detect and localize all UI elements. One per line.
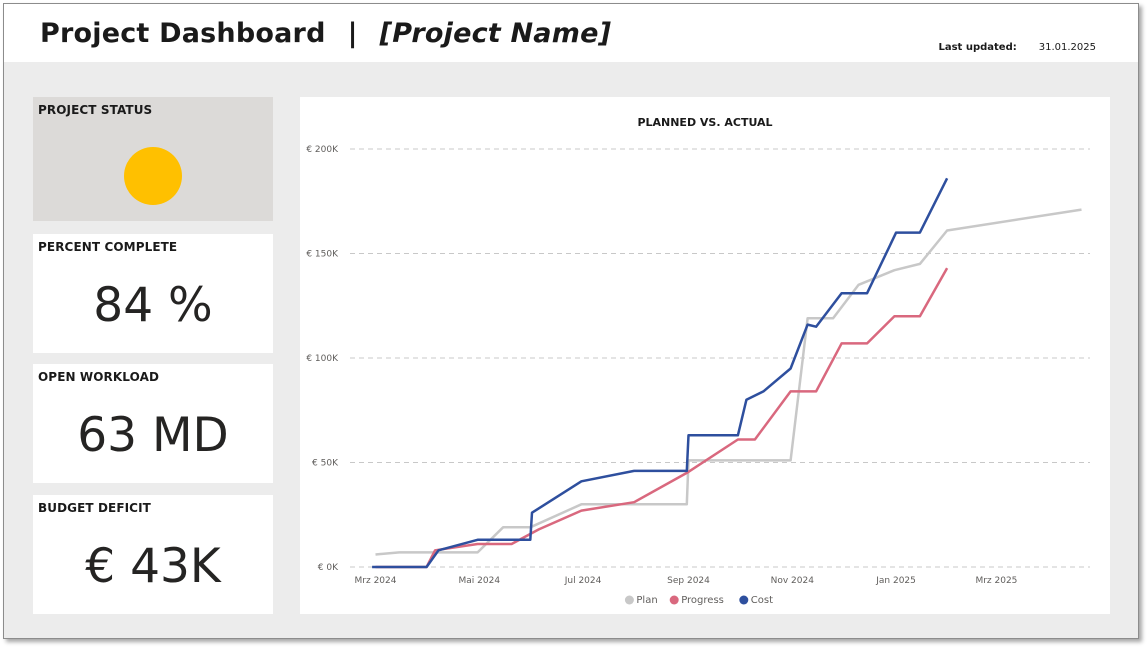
legend-marker-cost: [739, 595, 749, 605]
y-tick-label: € 100K: [306, 354, 339, 364]
header-bar: Project Dashboard | [Project Name] Last up…: [4, 4, 1138, 62]
y-tick-label: € 0K: [318, 563, 339, 573]
last-updated: Last updated: 31.01.2025: [938, 42, 1096, 53]
x-tick-label: Mrz 2025: [975, 576, 1017, 586]
percent-complete-title: PERCENT COMPLETE: [38, 240, 178, 254]
project-status-title: PROJECT STATUS: [38, 103, 153, 117]
budget-deficit-title: BUDGET DEFICIT: [38, 501, 151, 515]
x-tick-label: Sep 2024: [667, 576, 710, 586]
legend-marker-progress: [669, 595, 679, 605]
title-separator: |: [347, 18, 358, 49]
legend-marker-plan: [624, 595, 634, 605]
x-tick-label: Jul 2024: [564, 576, 602, 586]
legend-label[interactable]: Cost: [751, 595, 773, 606]
open-workload-card[interactable]: OPEN WORKLOAD 63 MD: [33, 364, 273, 483]
percent-complete-value: 84 %: [93, 278, 213, 333]
series-line-plan[interactable]: [375, 208, 1082, 556]
series-line-progress[interactable]: [375, 267, 949, 569]
project-status-card[interactable]: PROJECT STATUS: [33, 97, 273, 221]
x-tick-label: Mai 2024: [459, 576, 501, 586]
planned-vs-actual-chart-card[interactable]: PLANNED VS. ACTUAL € 0K € 50K € 100K € 150K…: [300, 97, 1110, 614]
project-name: [Project Name]: [379, 18, 612, 49]
last-updated-value: 31.01.2025: [1038, 42, 1096, 53]
planned-vs-actual-chart: PLANNED VS. ACTUAL € 0K € 50K € 100K € 150K…: [306, 116, 1090, 606]
percent-complete-card[interactable]: PERCENT COMPLETE 84 %: [33, 234, 273, 353]
budget-deficit-card[interactable]: BUDGET DEFICIT € 43K: [33, 495, 273, 614]
dashboard-frame: Project Dashboard | [Project Name] Last up…: [3, 3, 1139, 639]
y-tick-label: € 150K: [306, 250, 339, 260]
open-workload-value: 63 MD: [77, 408, 229, 463]
status-indicator-icon: [124, 147, 182, 205]
series-line-cost[interactable]: [372, 177, 949, 569]
x-tick-label: Jan 2025: [875, 576, 916, 586]
page-title: Project Dashboard | [Project Name]: [40, 18, 611, 49]
x-tick-label: Mrz 2024: [355, 576, 397, 586]
y-tick-label: € 50K: [312, 459, 339, 469]
legend-label[interactable]: Plan: [636, 595, 657, 606]
y-tick-label: € 200K: [306, 145, 339, 155]
x-tick-label: Nov 2024: [771, 576, 815, 586]
last-updated-label: Last updated:: [938, 42, 1017, 53]
open-workload-title: OPEN WORKLOAD: [38, 370, 160, 384]
legend-label[interactable]: Progress: [681, 595, 724, 606]
dashboard-title: Project Dashboard: [40, 18, 326, 49]
budget-deficit-value: € 43K: [85, 539, 221, 594]
chart-title: PLANNED VS. ACTUAL: [637, 116, 772, 129]
